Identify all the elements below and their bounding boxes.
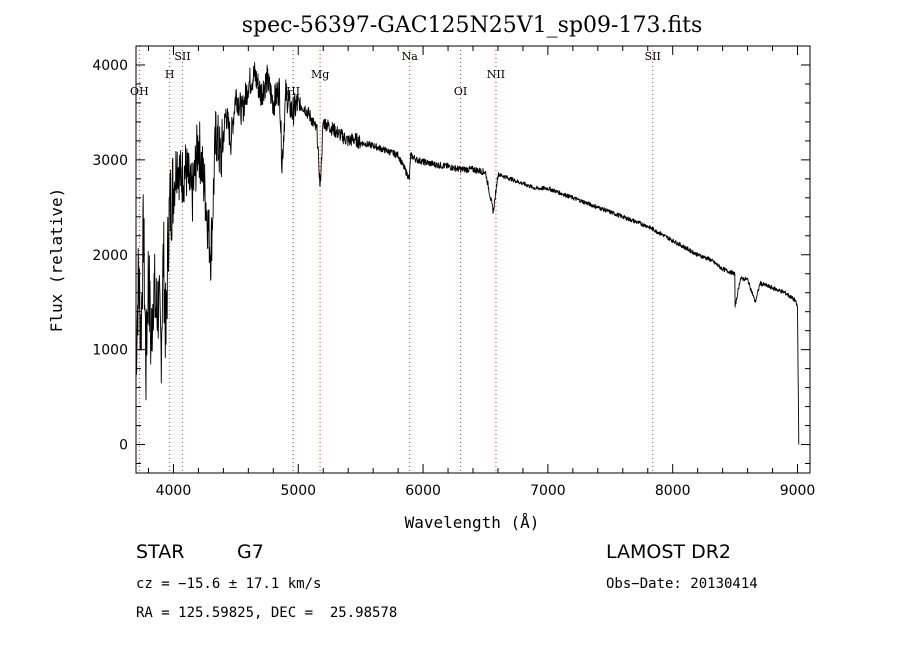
reference-line-label: H <box>165 68 175 81</box>
reference-line-label: NII <box>487 68 505 81</box>
spectrum-series <box>135 62 800 445</box>
reference-line-label: Na <box>402 50 419 63</box>
x-tick-label: 8000 <box>655 483 691 499</box>
x-tick-label: 9000 <box>780 483 816 499</box>
survey-name: LAMOST DR2 <box>606 541 731 563</box>
observation-date: Obs−Date: 20130414 <box>606 576 758 592</box>
redshift-info: cz = −15.6 ± 17.1 km/s <box>136 576 322 592</box>
spectrum-line <box>135 62 800 445</box>
reference-line-label: Mg <box>311 68 329 81</box>
x-tick-label: 4000 <box>156 483 192 499</box>
reference-line-label: SII <box>174 50 190 63</box>
coordinates-info: RA = 125.59825, DEC = 25.98578 <box>136 605 398 621</box>
y-tick-label: 4000 <box>92 58 128 74</box>
chart-title: spec-56397-GAC125N25V1_sp09-173.fits <box>242 13 703 38</box>
y-tick-label: 0 <box>119 438 128 454</box>
x-tick-label: 5000 <box>280 483 316 499</box>
reference-line-label: OI <box>454 85 467 98</box>
x-axis-label: Wavelength (Å) <box>405 513 540 532</box>
y-tick-label: 3000 <box>92 153 128 169</box>
y-tick-label: 1000 <box>92 343 128 359</box>
object-subclass: G7 <box>237 541 264 563</box>
y-tick-label: 2000 <box>92 248 128 264</box>
axis-ticks: 4000 5000 6000 7000 8000 9000 0 1000 2000 3000 400… <box>92 45 816 499</box>
x-tick-label: 6000 <box>405 483 441 499</box>
x-tick-label: 7000 <box>530 483 566 499</box>
y-axis-label: Flux (relative) <box>47 188 66 333</box>
reference-line-label: OH <box>130 85 149 98</box>
object-class: STAR <box>136 541 185 563</box>
reference-line-label: SII <box>645 50 661 63</box>
